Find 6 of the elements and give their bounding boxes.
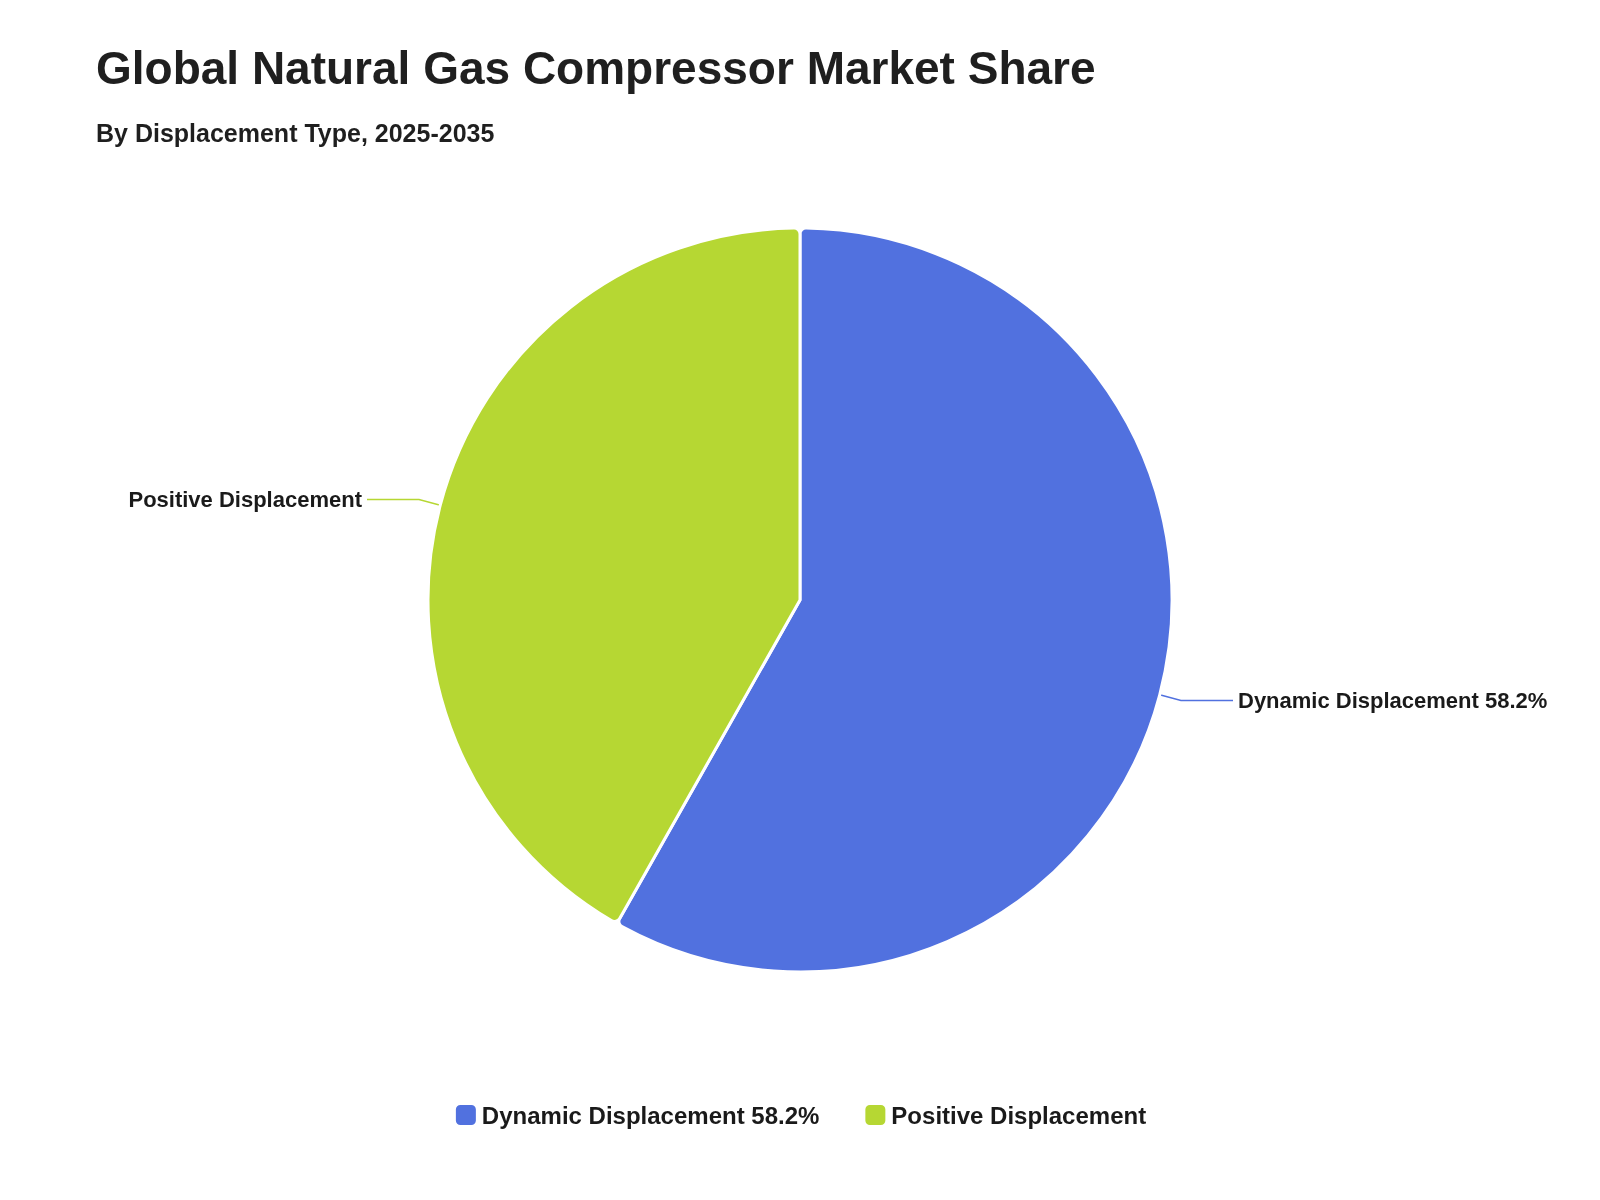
chart-title: Global Natural Gas Compressor Market Share [96, 42, 1096, 94]
legend-label: Dynamic Displacement 58.2% [481, 1101, 820, 1129]
chart-subtitle: By Displacement Type, 2025-2035 [96, 118, 495, 147]
legend-label: Positive Displacement [891, 1101, 1147, 1129]
slice-label: Dynamic Displacement 58.2% [1238, 687, 1548, 713]
slice-label: Positive Displacement [128, 487, 363, 513]
